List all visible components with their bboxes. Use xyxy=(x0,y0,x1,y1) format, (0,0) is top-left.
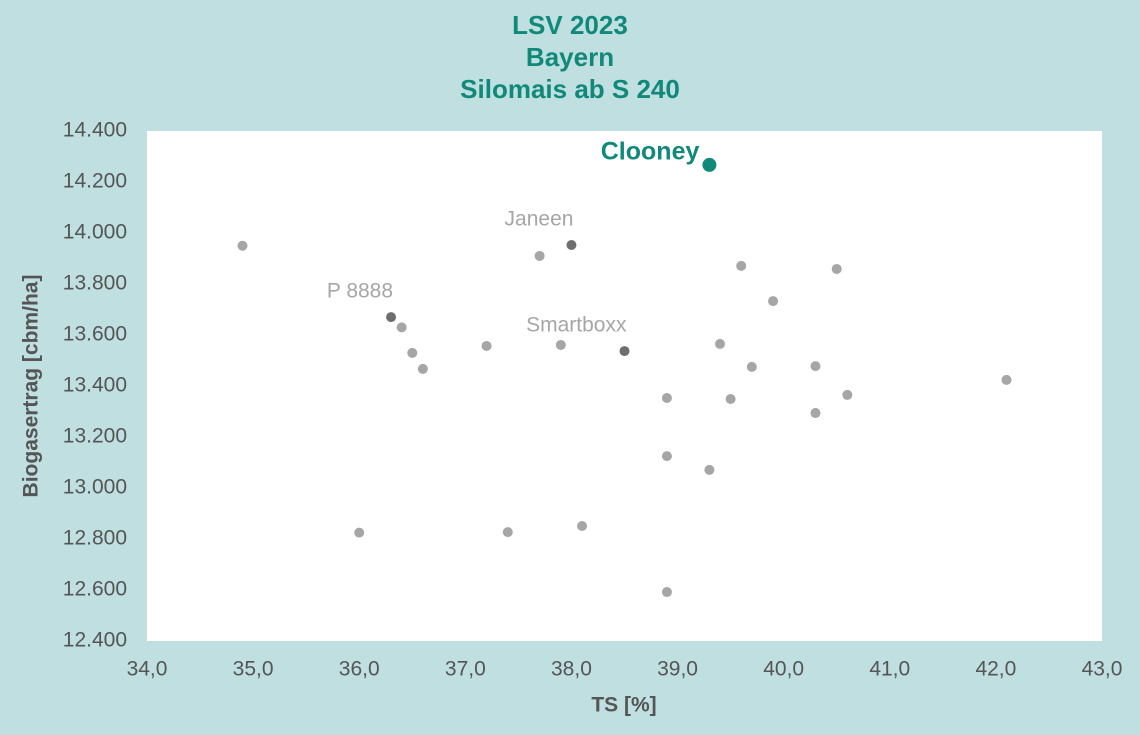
data-point xyxy=(386,312,397,323)
data-point xyxy=(704,464,715,475)
data-point xyxy=(702,157,717,172)
data-point xyxy=(534,250,545,261)
y-tick-label: 14.000 xyxy=(63,221,127,244)
y-tick-label: 13.800 xyxy=(63,272,127,295)
x-tick-label: 34,0 xyxy=(127,658,168,681)
y-tick-label: 13.200 xyxy=(63,425,127,448)
y-tick-label: 12.600 xyxy=(63,578,127,601)
y-tick-label: 12.400 xyxy=(63,629,127,652)
y-tick-label: 13.600 xyxy=(63,323,127,346)
data-point xyxy=(810,361,821,372)
chart-title: LSV 2023 xyxy=(512,10,628,40)
data-point xyxy=(768,296,779,307)
point-label: Clooney xyxy=(601,138,700,166)
y-axis-title: Biogasertrag [cbm/ha] xyxy=(20,275,43,498)
y-tick-label: 13.000 xyxy=(63,476,127,499)
x-tick-label: 35,0 xyxy=(233,658,274,681)
data-point xyxy=(661,392,672,403)
chart-title: Silomais ab S 240 xyxy=(460,74,680,104)
chart-title: Bayern xyxy=(526,42,614,72)
x-tick-label: 43,0 xyxy=(1082,658,1123,681)
point-label: Janeen xyxy=(505,208,574,231)
data-point xyxy=(1001,374,1012,385)
data-point xyxy=(661,451,672,462)
data-point xyxy=(354,527,365,538)
data-point xyxy=(842,389,853,400)
data-point xyxy=(417,363,428,374)
x-tick-label: 41,0 xyxy=(869,658,910,681)
data-point xyxy=(577,520,588,531)
data-point xyxy=(810,408,821,419)
data-point xyxy=(831,263,842,274)
data-point xyxy=(502,527,513,538)
plot-area xyxy=(147,131,1102,641)
x-tick-label: 38,0 xyxy=(551,658,592,681)
data-point xyxy=(725,394,736,405)
data-point xyxy=(396,322,407,333)
data-point xyxy=(407,347,418,358)
data-point xyxy=(481,340,492,351)
point-label: Smartboxx xyxy=(526,314,627,337)
x-tick-label: 39,0 xyxy=(657,658,698,681)
data-point xyxy=(555,339,566,350)
x-tick-label: 42,0 xyxy=(975,658,1016,681)
x-tick-label: 37,0 xyxy=(445,658,486,681)
data-point xyxy=(736,260,747,271)
data-point xyxy=(746,361,757,372)
data-point xyxy=(715,338,725,349)
y-tick-label: 13.400 xyxy=(63,374,127,397)
x-tick-label: 36,0 xyxy=(339,658,380,681)
y-tick-label: 14.400 xyxy=(63,119,127,142)
y-tick-label: 14.200 xyxy=(63,170,127,193)
data-point xyxy=(566,239,577,250)
data-point xyxy=(619,346,630,357)
data-point xyxy=(237,240,248,251)
x-axis-title: TS [%] xyxy=(591,694,656,717)
point-label: P 8888 xyxy=(327,280,393,303)
data-point xyxy=(661,587,672,598)
y-tick-label: 12.800 xyxy=(63,527,127,550)
x-tick-label: 40,0 xyxy=(763,658,804,681)
